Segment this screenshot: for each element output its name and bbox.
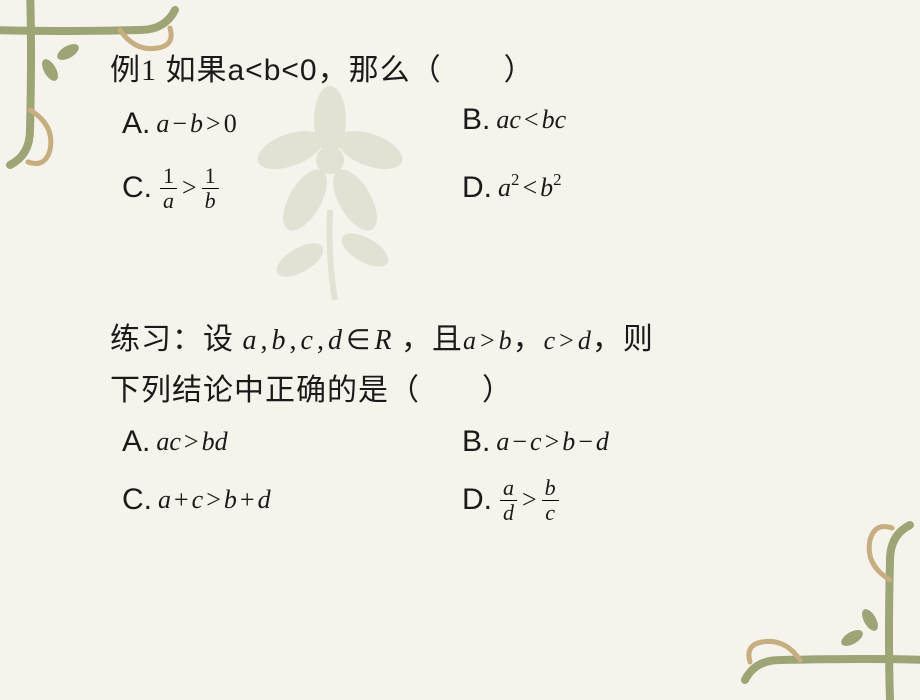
option-label: A. bbox=[122, 107, 150, 141]
option-label: C. bbox=[122, 171, 152, 205]
option-label: B. bbox=[462, 103, 490, 137]
q2-block: 练习：设 a,b,c,d∈R ，且a>b，c>d，则 下列结论中正确的是（ ） … bbox=[110, 317, 870, 535]
q2-option-d: D. ad > bc bbox=[462, 465, 802, 535]
q1-option-a: A. a−b>0 bbox=[122, 99, 462, 149]
option-label: D. bbox=[462, 171, 492, 205]
q2-mid1: ，且 bbox=[392, 323, 463, 356]
option-label: B. bbox=[462, 425, 490, 459]
q2-option-a: A. ac>bd bbox=[122, 419, 462, 465]
q1-option-d: D. a2 < b2 bbox=[462, 149, 802, 227]
q1-option-c: C. 1a > 1b bbox=[122, 149, 462, 227]
q1-prefix: 例1 如果 bbox=[110, 54, 228, 87]
option-label: C. bbox=[122, 483, 152, 517]
q2-stem-line2: 下列结论中正确的是（ ） bbox=[110, 368, 870, 413]
q2-options: A. ac>bd B. a−c>b−d C. a+c>b+d D. ad > b… bbox=[122, 419, 870, 535]
q2-prefix: 练习：设 bbox=[110, 323, 243, 356]
q2-suffix: ，则 bbox=[592, 323, 654, 356]
q2-mid2: ， bbox=[513, 323, 544, 356]
q1-stem: 例1 如果a<b<0，那么（ ） bbox=[110, 48, 870, 93]
q1-option-b: B. ac<bc bbox=[462, 95, 802, 145]
option-label: D. bbox=[462, 483, 492, 517]
q1-options: A. a−b>0 B. ac<bc C. 1a > 1b D. a2 < b2 bbox=[122, 99, 870, 227]
q1-suffix: ，那么（ ） bbox=[318, 54, 535, 87]
q1-condition: a<b<0 bbox=[228, 54, 318, 87]
q2-option-c: C. a+c>b+d bbox=[122, 465, 462, 535]
q2-stem-line1: 练习：设 a,b,c,d∈R ，且a>b，c>d，则 bbox=[110, 317, 870, 362]
option-label: A. bbox=[122, 425, 150, 459]
corner-flourish-bottom-right bbox=[730, 510, 920, 700]
slide-content: 例1 如果a<b<0，那么（ ） A. a−b>0 B. ac<bc C. 1a… bbox=[110, 48, 870, 535]
q2-option-b: B. a−c>b−d bbox=[462, 419, 802, 465]
